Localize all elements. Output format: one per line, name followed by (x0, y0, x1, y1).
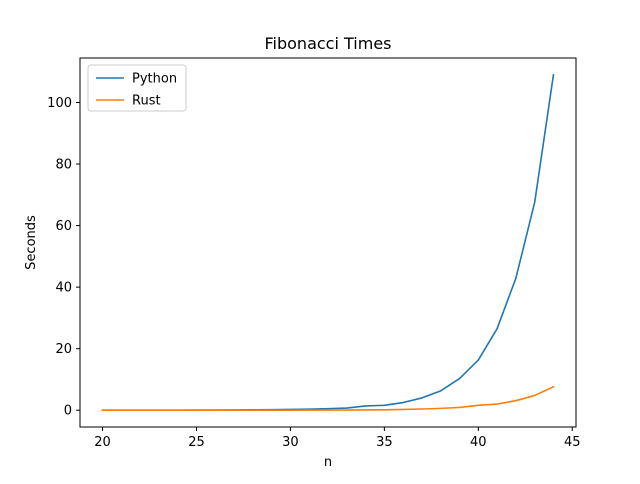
y-tick-label: 80 (55, 158, 72, 173)
y-tick-label: 60 (55, 219, 72, 234)
x-tick-label: 30 (282, 435, 299, 450)
series-line-rust (101, 385, 555, 412)
x-tick-label: 45 (564, 435, 581, 450)
y-axis-title: Seconds (24, 215, 39, 270)
series-layer (101, 73, 555, 412)
chart-title: Fibonacci Times (265, 34, 392, 53)
y-tick-label: 40 (55, 281, 72, 296)
legend-label-rust: Rust (132, 94, 161, 109)
legend: Python Rust (87, 64, 187, 112)
legend-label-python: Python (132, 72, 177, 87)
x-tick-label: 20 (94, 435, 111, 450)
y-tick-label: 20 (55, 342, 72, 357)
x-tick-label: 40 (470, 435, 487, 450)
x-tick-label: 25 (188, 435, 205, 450)
x-axis-ticks: 20 25 30 35 40 45 (94, 427, 581, 450)
x-tick-label: 35 (376, 435, 393, 450)
y-axis-ticks: 0 20 40 60 80 100 (47, 96, 80, 419)
y-tick-label: 0 (64, 404, 72, 419)
y-tick-label: 100 (47, 96, 72, 111)
axes-frame (79, 57, 577, 428)
series-line-python (101, 73, 555, 412)
x-axis-title: n (324, 455, 332, 470)
